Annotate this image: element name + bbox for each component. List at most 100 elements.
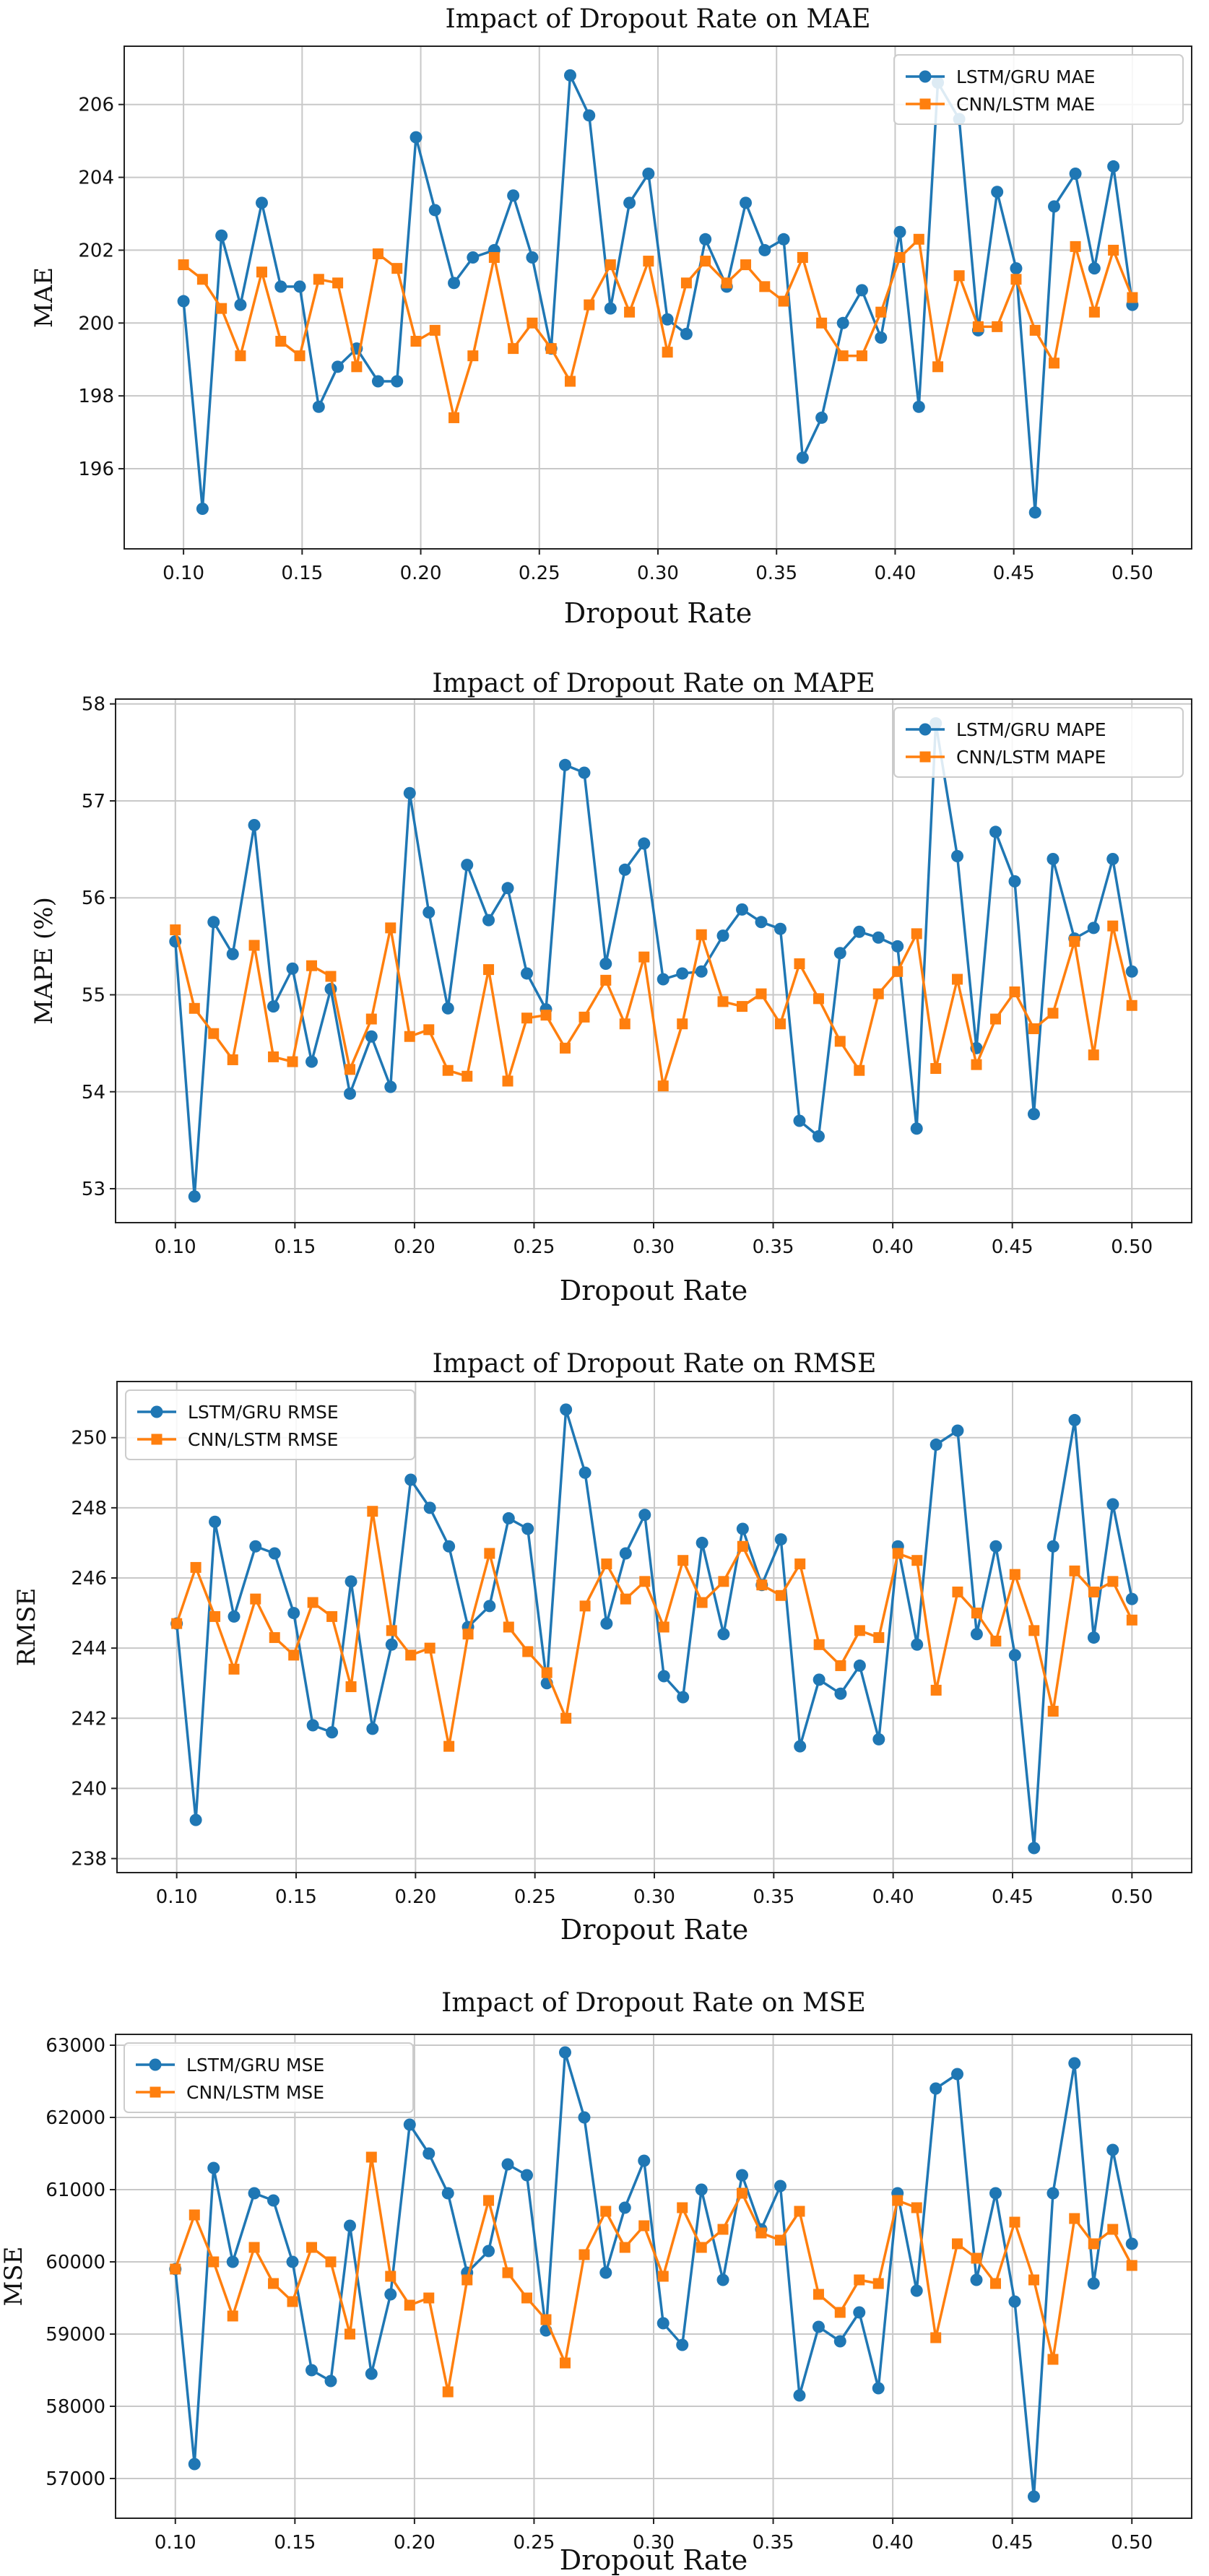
data-point [1008,1649,1021,1662]
data-point [503,1621,514,1633]
data-point [737,1001,748,1012]
legend-label: LSTM/GRU RMSE [188,1402,339,1423]
legend-label: CNN/LSTM RMSE [188,1429,338,1450]
data-point [913,233,924,245]
data-point [1088,1586,1099,1597]
y-tick-label: 244 [71,1638,107,1660]
legend-marker [919,98,931,110]
data-point [991,186,1004,199]
data-point [391,263,403,274]
y-tick-label: 54 [82,1082,105,1103]
data-point [989,1540,1002,1553]
data-point [462,2274,473,2286]
data-point [171,1618,183,1629]
data-point [971,2252,982,2264]
data-point [403,2118,416,2131]
data-point [774,1533,787,1546]
data-point [461,859,474,872]
data-point [484,1548,495,1559]
data-point [778,295,789,307]
data-point [815,411,828,424]
data-point [657,2271,669,2282]
y-tick-label: 53 [82,1179,105,1200]
data-point [696,1536,708,1549]
data-point [912,400,925,413]
x-tick-label: 0.25 [513,2532,555,2554]
data-point [755,988,767,999]
data-point [467,350,479,362]
data-point [540,1010,552,1021]
data-point [854,2274,865,2286]
data-point [1047,1706,1059,1717]
data-point [1126,999,1138,1011]
data-point [740,196,753,209]
data-point [717,2224,729,2235]
legend-label: LSTM/GRU MAE [956,66,1096,87]
data-point [189,1813,202,1826]
data-point [1087,2277,1100,2290]
data-point [404,1473,417,1486]
data-point [834,1036,846,1047]
x-axis-label: Dropout Rate [564,597,752,629]
y-tick-label: 202 [78,240,114,261]
data-point [228,1663,240,1675]
x-tick-label: 0.20 [394,2532,436,2554]
y-tick-label: 238 [71,1849,107,1870]
data-point [1107,920,1119,932]
data-point [716,929,729,942]
data-point [777,233,790,246]
data-point [1068,1413,1081,1426]
data-point [227,2310,238,2322]
data-point [680,277,692,289]
data-point [990,1635,1002,1647]
data-point [293,280,306,293]
data-point [639,1576,651,1587]
data-point [306,1055,318,1068]
series-line [183,238,1134,420]
data-point [1125,1592,1138,1605]
data-point [930,1438,942,1451]
data-point [796,451,809,464]
x-tick-label: 0.40 [872,1886,914,1908]
data-point [875,331,888,344]
data-point [619,2242,630,2253]
data-point [274,280,287,293]
data-point [583,109,596,122]
legend-label: LSTM/GRU MAPE [956,719,1106,740]
data-point [275,336,287,347]
data-point [676,967,689,980]
data-point [344,1064,355,1075]
data-point [424,1642,436,1654]
y-axis-label: MAPE (%) [30,897,58,1025]
data-point [793,2389,806,2402]
data-point [1070,240,1081,252]
data-point [619,1018,630,1030]
y-tick-label: 61000 [46,2180,105,2201]
data-point [758,243,771,256]
data-point [326,1610,338,1622]
legend-marker [919,70,932,83]
data-point [662,347,673,358]
data-point [351,361,363,373]
data-point [423,1501,436,1514]
data-point [619,1547,632,1560]
data-point [312,400,325,413]
x-tick-label: 0.35 [753,1236,794,1258]
data-point [578,1466,592,1479]
data-point [507,189,520,202]
legend: LSTM/GRU MAPE CNN/LSTM MAPE [893,707,1184,778]
data-point [853,925,866,938]
data-point [287,1056,298,1067]
data-point [1048,200,1061,213]
data-point [835,1660,846,1671]
data-point [910,2284,923,2297]
data-point [441,2187,454,2200]
series-line [174,924,1133,1088]
chart-title: Impact of Dropout Rate on RMSE [433,1349,877,1379]
data-point [521,1012,533,1024]
data-point [812,993,824,1005]
data-point [226,2255,239,2268]
data-point [1106,1498,1119,1511]
data-point [932,361,944,373]
y-axis-label: MAE [30,267,58,328]
